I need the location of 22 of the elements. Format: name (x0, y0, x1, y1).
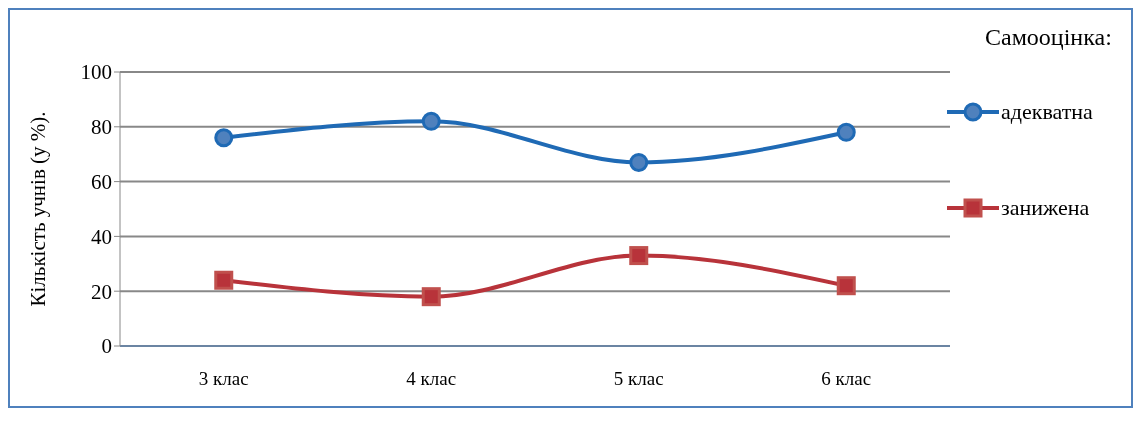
y-tick-label: 40 (91, 224, 112, 249)
legend-label: занижена (1001, 195, 1090, 221)
point (214, 128, 234, 148)
y-axis-title: Кількість учнів (у %). (26, 111, 51, 307)
y-tick-label: 60 (91, 170, 112, 195)
y-tick-label: 80 (91, 115, 112, 140)
point (836, 122, 856, 142)
legend-title: Самооцінка: (985, 24, 1112, 51)
point (629, 246, 649, 266)
y-tick-label: 20 (91, 279, 112, 304)
point (214, 270, 234, 290)
x-tick-label: 4 клас (406, 368, 457, 390)
y-tick-label: 100 (80, 60, 112, 85)
point (629, 152, 649, 172)
legend-label: адекватна (1001, 99, 1093, 125)
point (421, 287, 441, 307)
x-tick-label: 3 клас (198, 368, 249, 390)
point (421, 111, 441, 131)
y-tick-label: 0 (101, 334, 112, 359)
point (836, 276, 856, 296)
x-tick-label: 5 клас (613, 368, 664, 390)
x-tick-label: 6 клас (821, 368, 872, 390)
